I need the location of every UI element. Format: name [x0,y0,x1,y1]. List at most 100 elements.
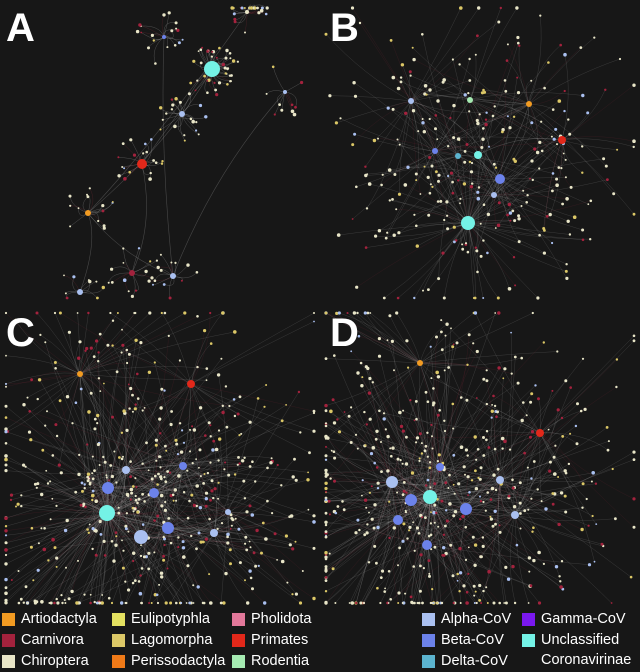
host-node [299,431,302,434]
network-edge [497,479,505,604]
host-node [569,432,572,435]
host-node [491,404,493,406]
host-node [37,378,42,382]
host-node [548,212,552,217]
network-edge [213,509,309,534]
network-edge [6,487,109,544]
network-edge [419,312,474,364]
host-node [363,533,367,537]
network-edge [18,503,108,514]
host-node [353,132,357,136]
network-edge [140,407,201,538]
network-edge [514,514,530,559]
host-node [117,174,121,178]
host-node [206,50,210,53]
host-node [4,427,8,431]
network-edge [355,481,393,604]
network-edge [539,432,609,451]
host-node [136,501,139,505]
legend-item-chiroptera: Chiroptera [2,651,89,671]
network-edge [509,514,516,604]
virus-hub-node [137,159,147,169]
host-node [189,428,191,431]
network-edge [514,514,604,547]
network-edge [354,312,421,364]
network-edge [142,383,192,411]
host-node [4,577,8,582]
network-edge [106,497,214,514]
host-node [251,587,254,591]
host-node [563,494,567,498]
host-node [88,477,90,480]
host-node [411,109,416,113]
virus-hub-node [170,273,176,279]
host-node [291,475,295,479]
host-node [128,170,131,174]
host-node [121,566,125,570]
network-edge [398,88,479,156]
network-edge [325,491,399,521]
network-edge [156,440,169,529]
network-edge [380,496,431,604]
network-edge [426,94,530,105]
host-node [103,382,105,385]
network-edge [431,165,469,224]
host-node [414,400,418,403]
host-node [87,311,90,315]
host-node [36,568,40,572]
network-edge [499,440,609,481]
network-edge [465,508,535,561]
host-node [324,468,328,473]
legend-swatch [522,633,535,647]
host-node [93,417,97,421]
host-node [111,201,114,203]
network-edge [106,449,201,514]
host-node [407,366,410,369]
host-node [506,115,509,118]
network-edge [410,75,471,101]
host-node [418,459,421,462]
host-node [391,107,395,111]
host-node [503,367,507,371]
network-edge [106,512,129,590]
network-edge [419,344,454,364]
host-node [55,556,59,560]
network-edge [332,399,431,498]
host-node [58,399,62,403]
host-node [132,510,135,513]
host-node [452,453,456,457]
host-node [378,409,381,413]
host-node [130,491,134,495]
network-edge [539,403,578,434]
host-node [556,408,560,412]
host-node [186,564,190,568]
host-node [470,161,474,165]
host-node [352,81,356,85]
host-node [405,491,408,494]
host-node [373,461,376,465]
host-node [504,601,508,605]
network-edge [140,536,246,544]
host-node [508,211,513,215]
network-edge [434,150,453,183]
host-node [212,496,215,500]
host-node [504,89,508,93]
network-edge [167,457,239,529]
network-edge [95,423,108,514]
network-edge [23,404,109,489]
host-node [233,473,237,476]
host-node [189,117,193,121]
host-node [159,466,162,469]
network-edge [125,421,251,471]
network-edge [561,138,634,148]
host-node [59,471,63,475]
legend-swatch [112,612,125,626]
host-node [89,391,93,395]
virus-hub-node [149,488,159,498]
network-edge [426,544,476,604]
host-node [86,475,90,479]
host-node [195,504,198,508]
host-node [475,249,479,253]
host-node [312,429,316,433]
host-node [169,601,173,605]
